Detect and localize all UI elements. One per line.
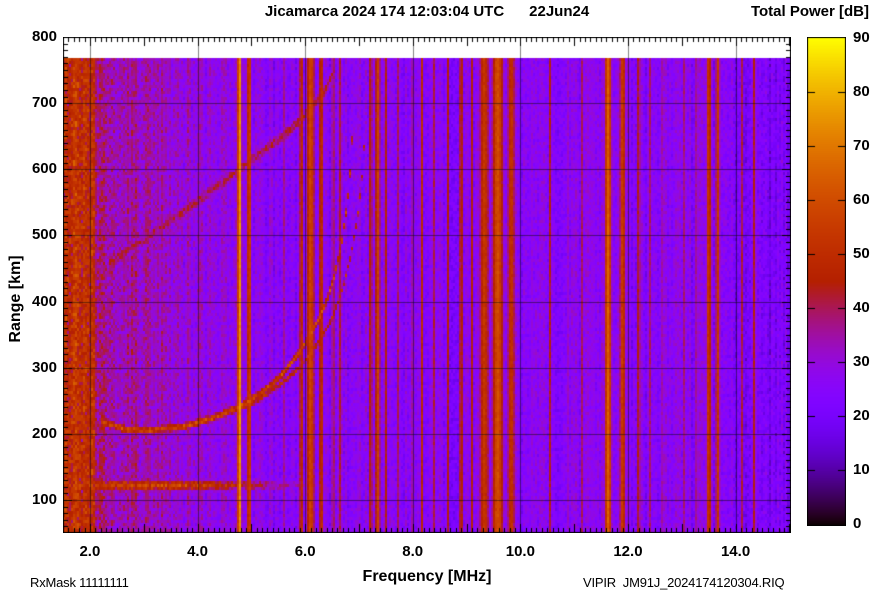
colorbar-tick-label: 20	[853, 407, 870, 424]
x-tick-label: 2.0	[79, 543, 101, 560]
x-tick-label: 14.0	[720, 543, 751, 560]
x-tick-label: 8.0	[402, 543, 424, 560]
colorbar-tick-label: 90	[853, 29, 870, 46]
colorbar-title: Total Power [dB]	[750, 3, 869, 20]
x-axis-title: Frequency [MHz]	[362, 568, 492, 585]
x-tick-label: 6.0	[294, 543, 316, 560]
x-tick-label: 10.0	[505, 543, 535, 560]
ionogram-heatmap-canvas	[63, 37, 791, 533]
rxmask-label: RxMask 11111111	[30, 575, 129, 590]
x-tick-label: 4.0	[187, 543, 208, 560]
filename-label: VIPIR JM91J_2024174120304.RIQ	[583, 575, 785, 590]
y-axis-title: Range [km]	[7, 255, 24, 343]
y-tick-label: 300	[31, 358, 57, 376]
x-tick-label: 12.0	[613, 543, 643, 560]
y-tick-label: 400	[31, 292, 57, 310]
plot-title: Jicamarca 2024 174 12:03:04 UTC 22Jun24	[264, 3, 590, 20]
y-tick-label: 100	[31, 490, 57, 508]
colorbar-tick-label: 0	[853, 515, 862, 532]
y-tick-label: 600	[31, 160, 57, 178]
colorbar-tick-label: 80	[853, 83, 870, 100]
colorbar-tick-label: 60	[853, 191, 870, 208]
colorbar-tick-label: 30	[853, 353, 870, 370]
colorbar-tick-label: 70	[853, 137, 870, 154]
y-tick-label: 500	[31, 226, 57, 244]
colorbar-canvas	[807, 37, 846, 526]
colorbar-tick-label: 40	[853, 299, 870, 316]
y-tick-label: 700	[31, 94, 57, 112]
y-tick-label: 200	[31, 424, 57, 442]
colorbar-tick-label: 50	[853, 245, 870, 262]
y-tick-label: 800	[31, 28, 57, 45]
colorbar-tick-label: 10	[853, 461, 870, 478]
